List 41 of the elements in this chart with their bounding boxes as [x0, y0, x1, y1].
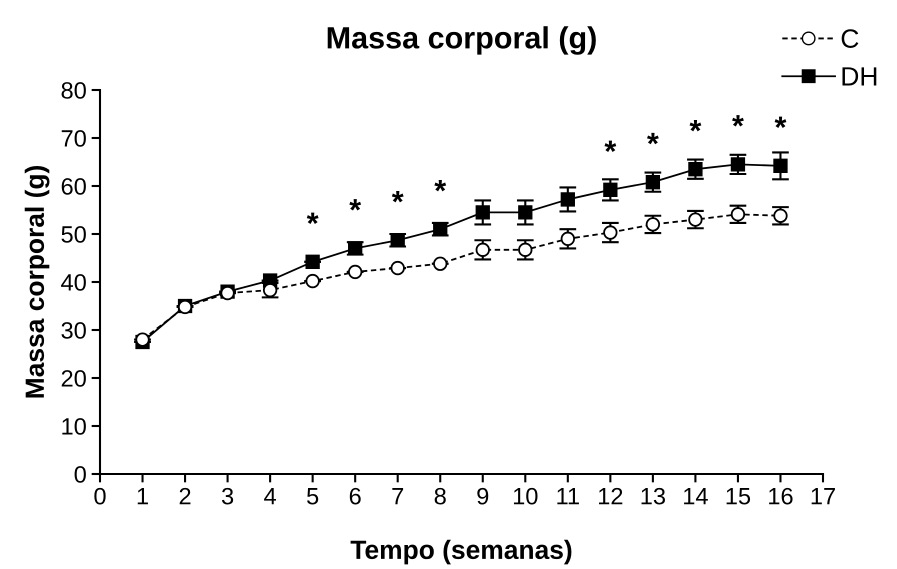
x-tick-label: 9 [477, 488, 488, 505]
annotation: * [690, 120, 702, 132]
y-tick-label: 20 [62, 370, 86, 387]
y-tick-label: 50 [61, 226, 86, 243]
x-tick-label: 12 [599, 488, 622, 504]
x-tick-label: 3 [222, 488, 234, 505]
y-tick-label: 70 [62, 130, 86, 147]
x-tick-label: 4 [264, 488, 276, 504]
y-axis-title: Massa corporal (g) [24, 166, 50, 398]
x-tick-label: 17 [812, 488, 835, 504]
annotation: * [306, 212, 319, 224]
y-tick-label: 40 [61, 274, 86, 291]
annotation: * [774, 116, 786, 128]
x-tick-label: 2 [180, 488, 190, 504]
x-tick-label: 6 [350, 488, 361, 505]
x-tick-label: 15 [726, 488, 750, 505]
annotation: * [392, 191, 404, 202]
chart-title: Massa corporal (g) [328, 26, 596, 55]
x-tick-label: 0 [94, 488, 106, 505]
x-tick-label: 7 [392, 488, 404, 504]
x-tick-label: 14 [684, 488, 708, 504]
y-tick-label: 0 [74, 466, 86, 483]
annotation: * [604, 140, 616, 152]
annotation: * [349, 199, 362, 211]
x-tick-label: 8 [434, 488, 446, 505]
annotation: * [732, 115, 744, 127]
x-tick-label: 16 [769, 488, 793, 505]
x-tick-label: 11 [557, 488, 579, 504]
y-tick-label: 80 [62, 82, 86, 99]
x-tick-label: 10 [514, 488, 538, 505]
annotation: * [647, 132, 659, 144]
legend-label: C [842, 29, 858, 48]
x-tick-label: 5 [307, 488, 318, 505]
y-tick-label: 30 [61, 322, 86, 339]
x-tick-label: 13 [642, 488, 665, 505]
legend-label: DH [842, 67, 876, 86]
y-tick-label: 60 [62, 178, 86, 195]
annotation: * [434, 180, 446, 192]
x-axis-title: Tempo (semanas) [350, 540, 572, 564]
y-tick-label: 10 [62, 418, 86, 435]
x-tick-label: 1 [138, 488, 148, 504]
